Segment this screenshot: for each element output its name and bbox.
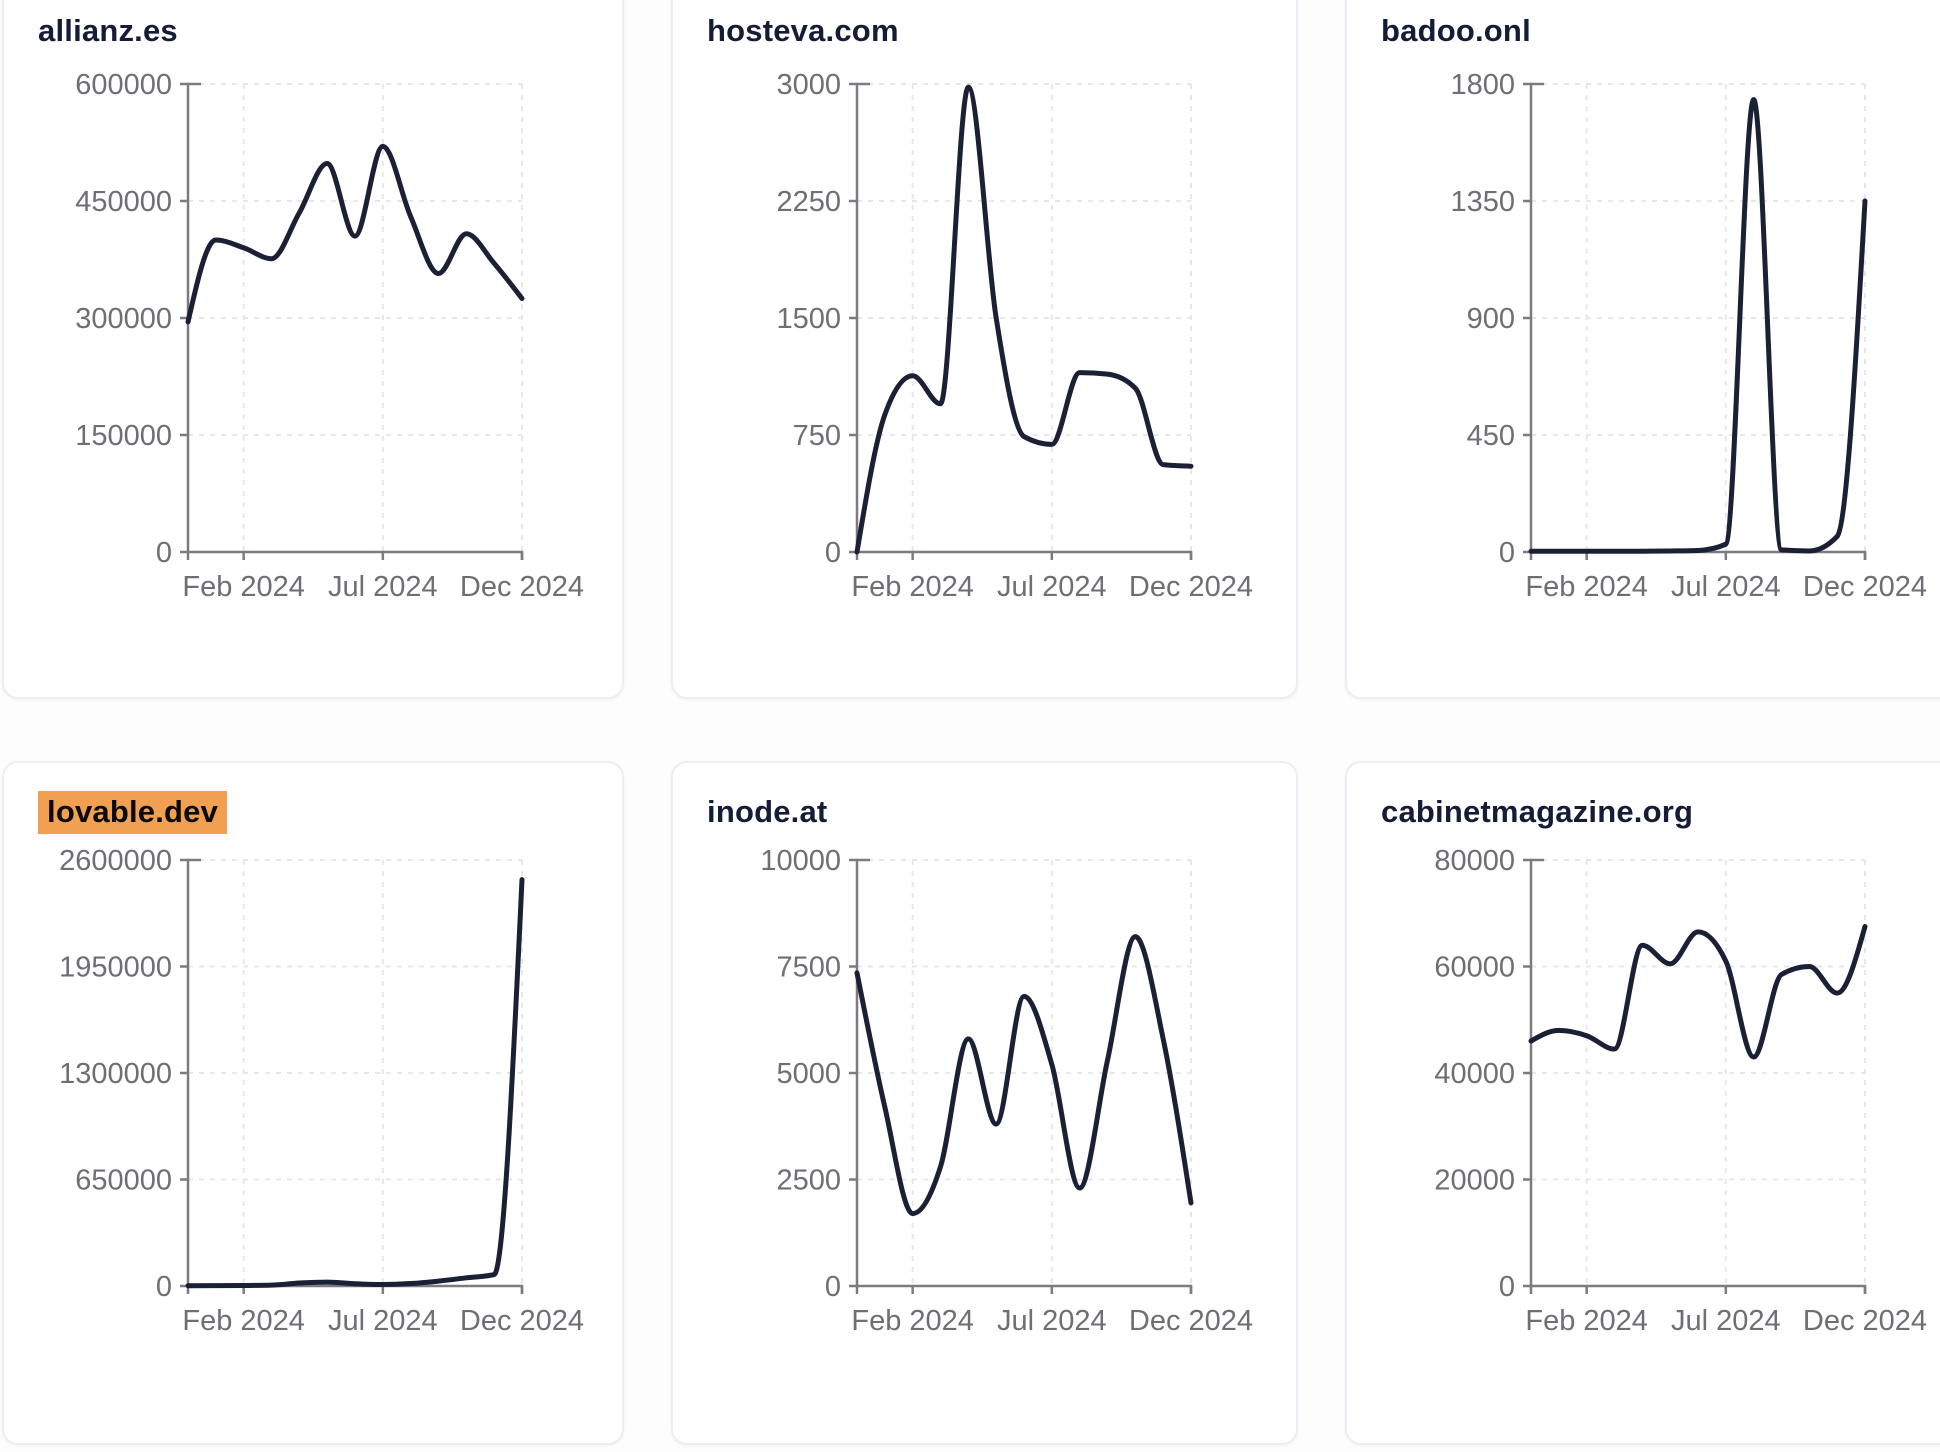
chart-title: allianz.es	[38, 13, 178, 48]
svg-text:900: 900	[1467, 303, 1515, 335]
svg-text:1300000: 1300000	[59, 1058, 172, 1090]
svg-text:5000: 5000	[776, 1058, 841, 1090]
svg-text:60000: 60000	[1434, 951, 1515, 983]
svg-text:Jul 2024: Jul 2024	[328, 1305, 438, 1337]
svg-text:1350: 1350	[1450, 186, 1515, 218]
chart-card-badoo-onl: badoo.onl 0 450 900 1350 1800 Feb 2024 Jul 202…	[1345, 0, 1940, 699]
svg-text:450: 450	[1467, 420, 1515, 452]
svg-text:Dec 2024: Dec 2024	[1803, 1305, 1927, 1337]
svg-text:7500: 7500	[776, 951, 841, 983]
svg-text:650000: 650000	[75, 1164, 172, 1196]
svg-text:40000: 40000	[1434, 1058, 1515, 1090]
svg-text:Feb 2024: Feb 2024	[1525, 571, 1648, 603]
svg-text:10000: 10000	[760, 845, 841, 877]
svg-text:Jul 2024: Jul 2024	[1671, 571, 1781, 603]
svg-text:2250: 2250	[776, 186, 841, 218]
chart-card-cabinetmagazine-org: cabinetmagazine.org 0 20000 40000 60000 8000…	[1345, 761, 1940, 1445]
chart-title: badoo.onl	[1381, 13, 1531, 48]
chart-title-highlighted: lovable.dev	[38, 791, 228, 834]
svg-text:Jul 2024: Jul 2024	[1671, 1305, 1781, 1337]
chart-card-allianz-es: allianz.es 0 150000 300000 450000 600000 Feb …	[2, 0, 624, 699]
svg-text:Feb 2024: Feb 2024	[851, 571, 974, 603]
line-chart: 0 20000 40000 60000 80000 Feb 2024 Jul 2024 Dec…	[1347, 835, 1940, 1355]
chart-title-row: badoo.onl	[1381, 12, 1940, 50]
line-chart: 0 450 900 1350 1800 Feb 2024 Jul 2024 Dec 2024	[1347, 54, 1940, 624]
svg-text:20000: 20000	[1434, 1164, 1515, 1196]
line-chart: 0 2500 5000 7500 10000 Feb 2024 Jul 2024 Dec 20…	[673, 835, 1296, 1355]
chart-title-row: allianz.es	[38, 12, 622, 50]
svg-text:Jul 2024: Jul 2024	[997, 1305, 1107, 1337]
svg-text:Dec 2024: Dec 2024	[1803, 571, 1927, 603]
svg-text:Feb 2024: Feb 2024	[851, 1305, 974, 1337]
chart-title: hosteva.com	[707, 13, 899, 48]
svg-text:2500: 2500	[776, 1164, 841, 1196]
svg-text:300000: 300000	[75, 303, 172, 335]
line-chart: 0 750 1500 2250 3000 Feb 2024 Jul 2024 Dec 2024	[673, 54, 1296, 624]
svg-text:0: 0	[825, 537, 841, 569]
svg-text:0: 0	[156, 537, 172, 569]
chart-title-row: cabinetmagazine.org	[1381, 793, 1940, 831]
svg-text:Dec 2024: Dec 2024	[1129, 571, 1253, 603]
chart-title: inode.at	[707, 794, 828, 829]
svg-text:Dec 2024: Dec 2024	[460, 1305, 584, 1337]
chart-card-hosteva-com: hosteva.com 0 750 1500 2250 3000 Feb 2024 Jul …	[671, 0, 1298, 699]
svg-text:0: 0	[156, 1271, 172, 1303]
svg-text:150000: 150000	[75, 420, 172, 452]
svg-text:0: 0	[825, 1271, 841, 1303]
chart-title-row: hosteva.com	[707, 12, 1296, 50]
svg-text:1950000: 1950000	[59, 951, 172, 983]
svg-text:Feb 2024: Feb 2024	[1525, 1305, 1648, 1337]
svg-text:1500: 1500	[776, 303, 841, 335]
svg-text:Jul 2024: Jul 2024	[997, 571, 1107, 603]
svg-text:600000: 600000	[75, 69, 172, 101]
svg-text:450000: 450000	[75, 186, 172, 218]
chart-title-row: lovable.dev	[38, 791, 622, 834]
svg-text:Feb 2024: Feb 2024	[182, 1305, 305, 1337]
svg-text:0: 0	[1499, 537, 1515, 569]
svg-text:Dec 2024: Dec 2024	[1129, 1305, 1253, 1337]
svg-text:3000: 3000	[776, 69, 841, 101]
svg-text:1800: 1800	[1450, 69, 1515, 101]
svg-text:80000: 80000	[1434, 845, 1515, 877]
line-chart: 0 150000 300000 450000 600000 Feb 2024 Jul 202…	[4, 54, 622, 624]
chart-card-lovable-dev: lovable.dev 0 650000 1300000 1950000 2600000…	[2, 761, 624, 1445]
svg-text:Dec 2024: Dec 2024	[460, 571, 584, 603]
chart-title: cabinetmagazine.org	[1381, 794, 1694, 829]
svg-text:750: 750	[793, 420, 841, 452]
line-chart: 0 650000 1300000 1950000 2600000 Feb 2024 Jul …	[4, 835, 622, 1355]
svg-text:Jul 2024: Jul 2024	[328, 571, 438, 603]
svg-text:0: 0	[1499, 1271, 1515, 1303]
svg-text:2600000: 2600000	[59, 845, 172, 877]
svg-text:Feb 2024: Feb 2024	[182, 571, 305, 603]
chart-title-row: inode.at	[707, 793, 1296, 831]
chart-card-inode-at: inode.at 0 2500 5000 7500 10000 Feb 2024 Jul 2…	[671, 761, 1298, 1445]
